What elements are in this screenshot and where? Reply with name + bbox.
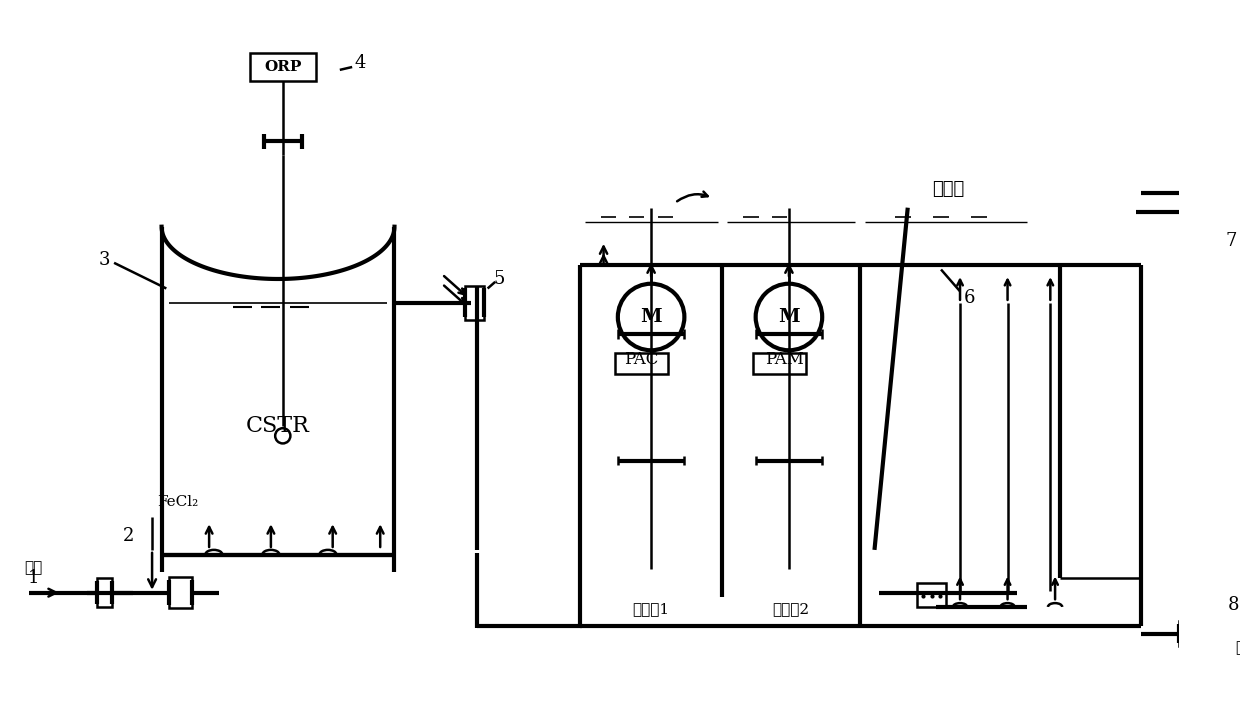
Text: 6: 6: [963, 289, 976, 307]
Text: CSTR: CSTR: [246, 415, 310, 437]
Text: M: M: [640, 308, 662, 326]
Text: 4: 4: [355, 54, 366, 73]
Bar: [753, 353, 806, 374]
Text: 2: 2: [123, 527, 134, 545]
Text: 进水: 进水: [24, 562, 42, 575]
Text: M: M: [779, 308, 800, 326]
Bar: [97, 578, 112, 607]
Bar: [1188, 199, 1205, 226]
Text: FeCl₂: FeCl₂: [156, 495, 198, 509]
Text: 出水: 出水: [1236, 641, 1240, 655]
Text: PAC: PAC: [625, 351, 658, 368]
Text: 反应区2: 反应区2: [773, 602, 810, 616]
Text: ORP: ORP: [264, 60, 301, 74]
Text: PAM: PAM: [765, 351, 804, 368]
Text: 1: 1: [27, 570, 38, 587]
Text: 5: 5: [494, 270, 505, 288]
Text: 反应区1: 反应区1: [632, 602, 670, 616]
Text: 浮选区: 浮选区: [932, 180, 965, 198]
Text: 8: 8: [1228, 596, 1240, 614]
Bar: [465, 286, 484, 320]
Bar: [249, 53, 316, 81]
Text: 3: 3: [99, 251, 110, 269]
Bar: [1179, 621, 1195, 646]
Bar: [615, 353, 668, 374]
Bar: [918, 583, 946, 607]
Text: 7: 7: [1225, 232, 1236, 250]
Bar: [169, 577, 192, 608]
